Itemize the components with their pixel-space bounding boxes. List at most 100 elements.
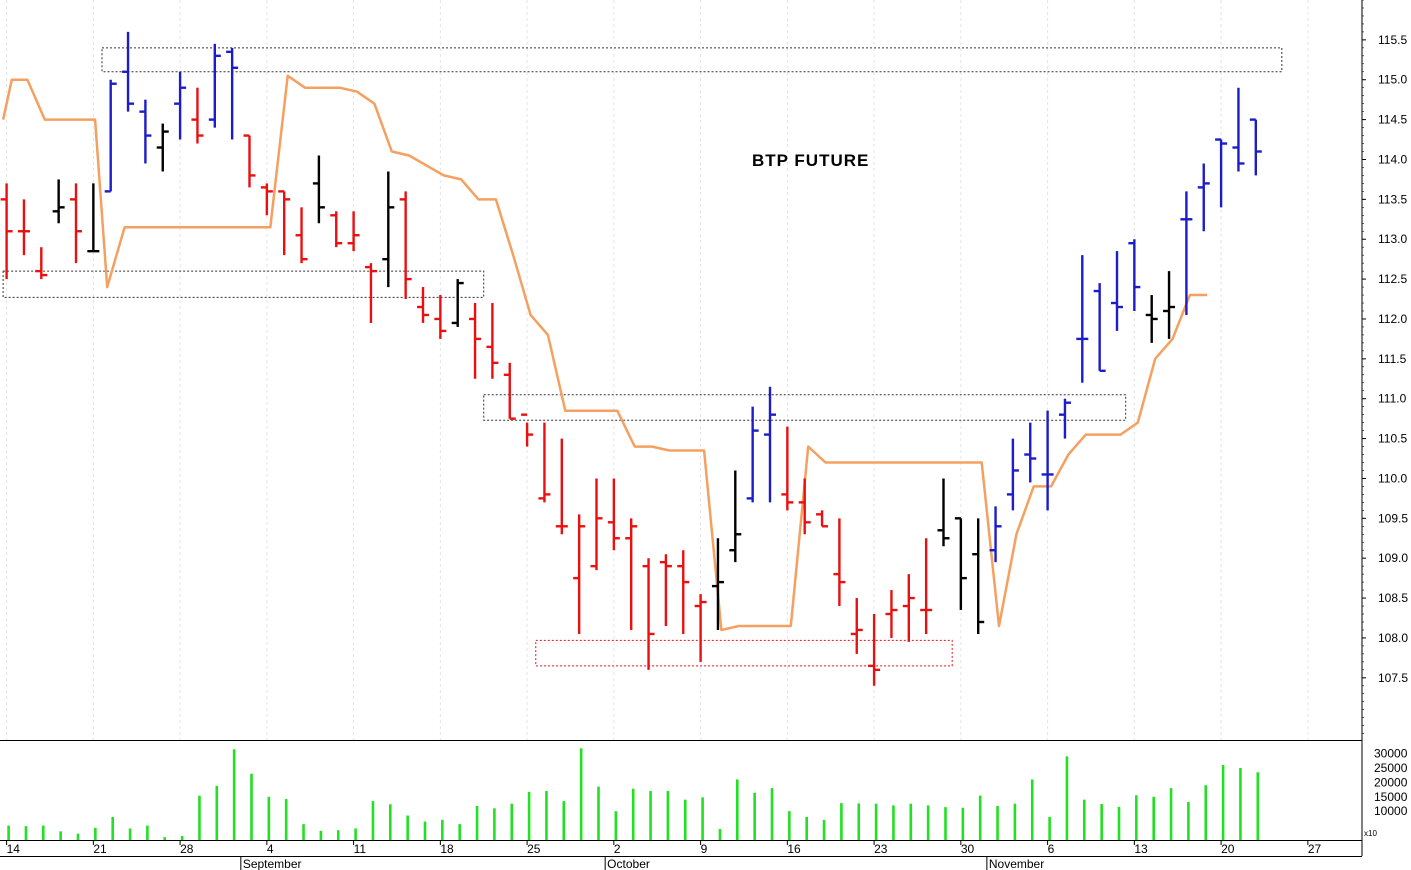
ohlc-bar xyxy=(17,199,30,256)
axes xyxy=(0,0,1363,857)
ohlc-bar xyxy=(694,594,707,662)
price-tick-label: 108.5 xyxy=(1378,591,1408,605)
ohlc-bar xyxy=(347,211,360,252)
ohlc-bar xyxy=(243,134,256,188)
ohlc-bar xyxy=(920,538,933,634)
price-tick-label: 109.5 xyxy=(1378,511,1408,525)
volume-unit-label: x10 xyxy=(1364,829,1377,838)
ohlc-bar xyxy=(1024,422,1037,483)
date-tick-label: 2 xyxy=(614,842,621,856)
price-tick-label: 108.0 xyxy=(1378,631,1408,645)
ohlc-bar xyxy=(1197,163,1210,232)
date-tick-label: 14 xyxy=(7,842,21,856)
ohlc-bar xyxy=(764,386,776,503)
ohlc-bar xyxy=(590,478,603,571)
trailing-stop-line xyxy=(1,74,1208,632)
date-tick-label: 11 xyxy=(354,842,367,856)
ohlc-bar xyxy=(434,295,447,339)
price-tick-label: 112.5 xyxy=(1378,272,1407,286)
ohlc-bar xyxy=(1249,118,1262,176)
ohlc-bar xyxy=(1163,271,1176,339)
date-tick-label: 4 xyxy=(267,842,274,856)
price-tick-labels: 107.5 108.0 108.5 109.0 109.5 110.0 110.5 111.0… xyxy=(1362,0,1408,734)
date-tick-label: 21 xyxy=(93,842,107,856)
ohlc-bar xyxy=(35,247,48,280)
month-label: October xyxy=(607,857,650,870)
ohlc-bar xyxy=(156,123,169,172)
ohlc-bar xyxy=(208,43,221,128)
ohlc-bar xyxy=(364,263,377,323)
trail-line xyxy=(1,74,1208,632)
ohlc-bar xyxy=(729,470,742,563)
ohlc-bar xyxy=(451,279,464,327)
ohlc-bar xyxy=(191,87,204,144)
ohlc-bar xyxy=(607,478,620,551)
month-labels: September October November xyxy=(240,856,1044,870)
date-tick-label: 23 xyxy=(874,842,888,856)
volume-tick-label: 30000 xyxy=(1374,747,1408,761)
ohlc-bar xyxy=(1232,87,1245,172)
price-tick-label: 110.0 xyxy=(1378,471,1407,485)
date-tick-label: 30 xyxy=(961,842,975,856)
volume-tick-label: 25000 xyxy=(1374,761,1408,775)
date-tick-label: 9 xyxy=(701,842,708,856)
ohlc-bar xyxy=(330,211,343,248)
ohlc-bar xyxy=(954,517,967,611)
ohlc-bar xyxy=(139,99,152,164)
ohlc-bar xyxy=(469,303,482,379)
ohlc-bar xyxy=(677,550,690,634)
date-tick-labels: 14 21 28 4 11 18 25 2 9 16 23 30 6 13 20 27 xyxy=(6,840,1322,856)
price-tick-label: 112.0 xyxy=(1378,312,1407,326)
ohlc-bar xyxy=(833,518,846,607)
price-tick-label: 107.5 xyxy=(1378,671,1408,685)
ohlc-bar xyxy=(850,598,863,654)
ohlc-bar xyxy=(226,47,239,140)
ohlc-bar xyxy=(902,574,915,642)
ohlc-bar xyxy=(503,362,516,420)
price-tick-label: 110.5 xyxy=(1378,432,1407,446)
ohlc-bar xyxy=(1076,255,1089,383)
ohlc-bar xyxy=(555,438,568,535)
ohlc-bar xyxy=(1145,295,1158,343)
price-tick-label: 109.0 xyxy=(1378,551,1408,565)
ohlc-bar xyxy=(174,71,187,140)
ohlc-bar xyxy=(746,406,759,503)
ohlc-bar xyxy=(972,518,985,634)
ohlc-bar xyxy=(816,510,829,528)
ohlc-bar xyxy=(0,183,13,280)
price-tick-label: 115.5 xyxy=(1378,33,1407,47)
zone-boxes xyxy=(2,47,1283,667)
price-bars xyxy=(0,31,1262,686)
date-tick-label: 25 xyxy=(527,842,541,856)
month-label: November xyxy=(989,857,1044,870)
price-tick-label: 114.0 xyxy=(1378,152,1407,166)
date-tick-label: 27 xyxy=(1308,842,1322,856)
ohlc-bar xyxy=(937,478,950,547)
zone-box xyxy=(2,270,485,298)
volume-tick-label: 10000 xyxy=(1374,804,1408,818)
ohlc-bar xyxy=(1041,410,1054,511)
ohlc-bar xyxy=(104,79,117,193)
ohlc-bar xyxy=(711,538,724,630)
price-tick-label: 115.0 xyxy=(1378,73,1407,87)
zone-box xyxy=(535,639,953,667)
price-tick-label: 111.5 xyxy=(1378,352,1407,366)
ohlc-bar xyxy=(122,31,135,112)
ohlc-bar xyxy=(642,558,655,670)
ohlc-bar xyxy=(781,426,794,511)
date-tick-label: 16 xyxy=(787,842,801,856)
date-tick-label: 28 xyxy=(180,842,194,856)
price-tick-label: 111.0 xyxy=(1378,392,1407,406)
ohlc-bar xyxy=(70,183,82,264)
volume-tick-label: 15000 xyxy=(1374,790,1408,804)
ohlc-bar xyxy=(295,207,308,264)
volume-tick-label: 20000 xyxy=(1374,775,1408,789)
ohlc-bar xyxy=(989,506,1002,563)
ohlc-bar xyxy=(399,191,412,300)
ohlc-bar xyxy=(798,478,811,535)
ohlc-bar xyxy=(87,183,100,253)
ohlc-bar xyxy=(659,554,672,626)
